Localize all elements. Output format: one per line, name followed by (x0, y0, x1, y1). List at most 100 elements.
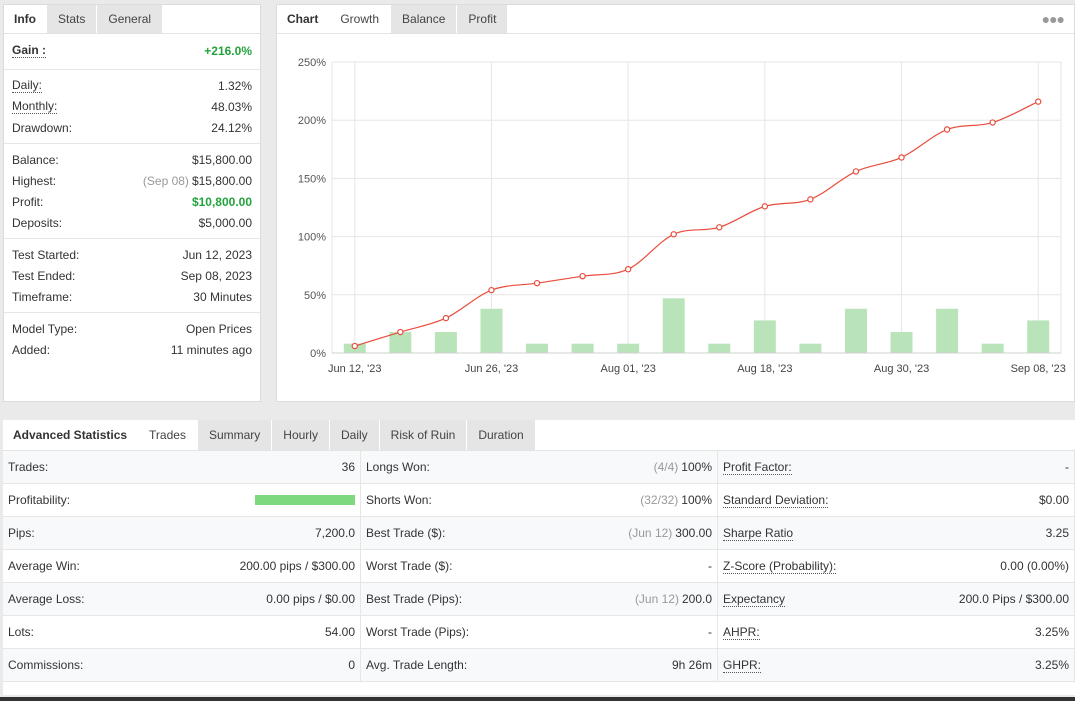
growth-point[interactable] (624, 265, 632, 273)
tab-duration[interactable]: Duration (467, 420, 536, 450)
stat-value: 48.03% (211, 99, 252, 114)
stat-value-wrap: (Jun 12) 300.00 (628, 526, 712, 540)
growth-point[interactable] (852, 168, 860, 175)
stat-label: Worst Trade (Pips): (366, 625, 470, 639)
growth-point[interactable] (351, 342, 358, 350)
profit-bar[interactable] (708, 343, 731, 353)
stat-value: 200.0 Pips / $300.00 (958, 592, 1069, 606)
profit-bar[interactable] (844, 308, 867, 353)
stat-cell-standard-deviation: Standard Deviation: $0.00 (718, 484, 1075, 517)
tab-daily[interactable]: Daily (329, 420, 380, 450)
profit-bar[interactable] (662, 298, 685, 353)
profit-bar[interactable] (389, 332, 412, 353)
growth-point[interactable] (943, 126, 951, 133)
stat-label: Balance: (12, 152, 59, 167)
divider (4, 238, 260, 239)
stat-label[interactable]: Sharpe Ratio (723, 525, 794, 541)
growth-point[interactable] (397, 328, 404, 336)
growth-point[interactable] (488, 286, 495, 294)
stat-label[interactable]: AHPR: (723, 624, 760, 640)
profit-bar[interactable] (799, 343, 822, 353)
profit-bar[interactable] (526, 343, 549, 353)
growth-point[interactable] (1035, 98, 1042, 105)
x-tick-label: Aug 18, '23 (737, 363, 792, 375)
tab-chart[interactable]: Chart (277, 5, 330, 33)
profit-bar[interactable] (981, 343, 1004, 353)
stat-note: (Jun 12) (634, 592, 679, 606)
stat-cell-pips: Pips: 7,200.0 (3, 517, 361, 550)
profit-bar[interactable] (753, 320, 776, 353)
stat-value-wrap: - (708, 625, 712, 639)
growth-point[interactable] (898, 154, 905, 161)
tab-risk-of-ruin[interactable]: Risk of Ruin (379, 420, 468, 450)
stat-label[interactable]: Profit Factor: (723, 459, 792, 475)
stat-cell-ghpr: GHPR: 3.25% (718, 649, 1075, 682)
stat-value-wrap: 0.00 pips / $0.00 (266, 592, 355, 606)
stat-row-balance: Balance: $15,800.00 (4, 149, 260, 170)
stat-value-wrap: $15,800.00 (192, 153, 252, 167)
tab-summary[interactable]: Summary (197, 420, 273, 450)
stat-value: 100% (681, 460, 712, 474)
tab-stats[interactable]: Stats (47, 5, 98, 33)
tab-info[interactable]: Info (4, 5, 47, 33)
stats-group-balance: Balance: $15,800.00 Highest: (Sep 08) $15,80… (4, 149, 260, 233)
stat-value: 3.25% (1034, 625, 1069, 639)
tab-balance[interactable]: Balance (391, 5, 458, 33)
stat-value-wrap: 0 (348, 658, 355, 672)
stat-cell-lots: Lots: 54.00 (3, 616, 361, 649)
stat-cell-worst-trade: Worst Trade ($): - (361, 550, 718, 583)
tab-growth[interactable]: Growth (329, 5, 392, 33)
y-tick-label: 100% (298, 232, 326, 244)
stat-label: Timeframe: (12, 289, 73, 304)
stat-label[interactable]: Daily: (12, 78, 43, 93)
stat-value-wrap: 48.03% (211, 100, 252, 114)
growth-point[interactable] (716, 224, 723, 231)
tab-trades[interactable]: Trades (138, 420, 198, 450)
stat-row-added: Added: 11 minutes ago (4, 339, 260, 360)
stat-value-wrap: (4/4) 100% (654, 460, 712, 474)
profit-bar[interactable] (1027, 320, 1050, 353)
profit-bar[interactable] (936, 308, 959, 353)
growth-point[interactable] (989, 119, 996, 126)
stat-value: $15,800.00 (191, 152, 252, 167)
stat-label: Commissions: (8, 658, 84, 672)
stat-row-test-started: Test Started: Jun 12, 2023 (4, 244, 260, 265)
stat-label[interactable]: Z-Score (Probability): (723, 558, 837, 574)
profit-bar[interactable] (571, 343, 594, 353)
stat-value: 200.0 (681, 592, 712, 606)
stat-value: $10,800.00 (191, 194, 252, 209)
y-tick-label: 150% (298, 173, 326, 185)
stat-value-wrap: 7,200.0 (315, 526, 355, 540)
profit-bar[interactable] (617, 343, 640, 353)
stat-label[interactable]: Monthly: (12, 99, 58, 114)
growth-point[interactable] (807, 196, 814, 203)
stat-row-drawdown: Drawdown: 24.12% (4, 117, 260, 138)
stat-label[interactable]: GHPR: (723, 657, 762, 673)
growth-point[interactable] (533, 279, 541, 287)
stat-value: Jun 12, 2023 (182, 247, 252, 262)
profit-bar[interactable] (480, 308, 503, 353)
y-tick-label: 50% (304, 290, 326, 302)
gain-label[interactable]: Gain : (12, 43, 47, 58)
growth-point[interactable] (442, 314, 450, 322)
stat-label[interactable]: Standard Deviation: (723, 492, 829, 508)
tab-hourly[interactable]: Hourly (272, 420, 330, 450)
stat-cell-profitability: Profitability: (3, 484, 361, 517)
divider (4, 69, 260, 70)
stat-label: Drawdown: (12, 120, 73, 135)
x-tick-label: Aug 01, '23 (601, 363, 656, 375)
stat-value-wrap: $0.00 (1039, 493, 1069, 507)
stat-value: 200.00 pips / $300.00 (239, 559, 355, 573)
profit-bar[interactable] (890, 332, 913, 353)
more-options-icon[interactable]: ●●● (1041, 11, 1065, 27)
profit-bar[interactable] (434, 332, 457, 353)
growth-point[interactable] (670, 231, 677, 238)
stat-row-model-type: Model Type: Open Prices (4, 318, 260, 339)
tab-general[interactable]: General (97, 5, 164, 33)
stat-value: 0.00 pips / $0.00 (266, 592, 355, 606)
growth-point[interactable] (579, 272, 586, 280)
growth-point[interactable] (761, 203, 769, 210)
tab-profit[interactable]: Profit (457, 5, 509, 33)
stat-label: Lots: (8, 625, 35, 639)
stat-label[interactable]: Expectancy (723, 591, 786, 607)
